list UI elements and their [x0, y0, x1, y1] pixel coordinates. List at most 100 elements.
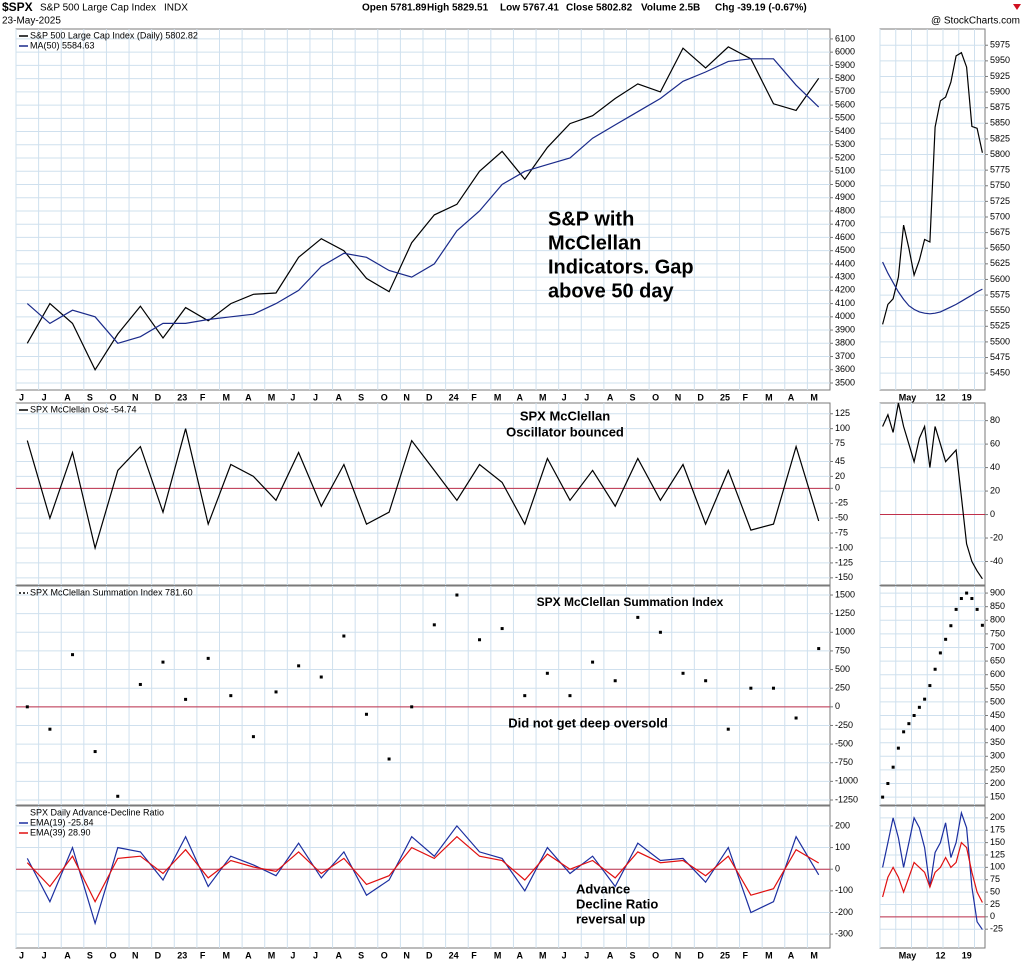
y-tick-label: 200 [835, 820, 850, 830]
x-tick-label: O [381, 392, 388, 402]
y-tick-label: 5825 [990, 133, 1010, 143]
summation-dot [954, 607, 958, 611]
summation-dot [319, 675, 323, 679]
y-tick-label: 0 [835, 701, 840, 711]
quote-item: Close 5802.82 [566, 3, 633, 14]
y-tick-label: -20 [990, 532, 1003, 542]
y-tick-label: 4500 [835, 245, 855, 255]
x-tick-label: A [64, 950, 71, 960]
y-tick-label: 0 [835, 864, 840, 874]
annotation: reversal up [576, 911, 645, 926]
y-tick-label: 5625 [990, 258, 1010, 268]
x-tick-label: J [562, 392, 567, 402]
y-tick-label: 5650 [990, 243, 1010, 253]
y-tick-label: 450 [990, 710, 1005, 720]
x-tick-label: N [403, 392, 410, 402]
y-tick-label: 5725 [990, 196, 1010, 206]
x-tick-label: M [765, 950, 773, 960]
x-tick-label: 25 [720, 950, 730, 960]
y-tick-label: 1250 [835, 608, 855, 618]
x-tick-label: M [765, 392, 773, 402]
y-tick-label: 650 [990, 655, 1005, 665]
summation-dot [917, 705, 921, 709]
series-line [882, 810, 983, 930]
summation-dot [912, 713, 916, 717]
summation-dot [975, 607, 979, 611]
y-tick-label: 4600 [835, 232, 855, 242]
summation-dot [749, 686, 753, 690]
summation-dot [907, 722, 911, 726]
y-tick-label: -300 [835, 929, 853, 939]
symbol: $SPX [2, 0, 33, 14]
x-tick-label: O [109, 392, 116, 402]
y-tick-label: 5600 [835, 99, 855, 109]
summation-dot [342, 634, 346, 638]
summation-dot [25, 705, 29, 709]
summation-dot [297, 664, 301, 668]
summation-dot [387, 757, 391, 761]
summation-dot [726, 727, 730, 731]
y-tick-label: -200 [835, 907, 853, 917]
y-tick-label: 5700 [835, 86, 855, 96]
summation-dot [568, 694, 572, 698]
x-tick-label: M [268, 950, 276, 960]
series-line [882, 51, 983, 325]
summation-dot [410, 705, 414, 709]
legend-entry: MA(50) 5584.63 [30, 40, 95, 50]
x-tick-label: M [539, 950, 547, 960]
y-tick-label: 5000 [835, 179, 855, 189]
y-tick-label: 4300 [835, 271, 855, 281]
quote-item: Volume 2.5B [641, 3, 700, 14]
y-tick-label: -25 [990, 924, 1003, 934]
x-tick-label: J [313, 950, 318, 960]
quote-item: High 5829.51 [427, 3, 489, 14]
x-tick-label: A [788, 950, 795, 960]
y-tick-label: 5800 [990, 149, 1010, 159]
y-tick-label: -75 [835, 527, 848, 537]
y-tick-label: 4400 [835, 258, 855, 268]
panel [879, 805, 986, 949]
quote-item: Chg -39.19 (-0.67%) [715, 3, 807, 14]
legend-entry: EMA(19) -25.84 [30, 817, 94, 827]
summation-dot [229, 694, 233, 698]
summation-dot [923, 697, 927, 701]
x-tick-label: F [743, 392, 749, 402]
date: 23-May-2025 [2, 16, 61, 27]
x-tick-label: N [403, 950, 410, 960]
x-tick-label: S [87, 392, 93, 402]
x-tick-label: J [42, 950, 47, 960]
x-tick-label: F [471, 950, 477, 960]
x-tick-label: J [584, 950, 589, 960]
summation-dot [636, 615, 640, 619]
x-tick-label: M [494, 392, 502, 402]
y-tick-label: 0 [835, 483, 840, 493]
summation-dot [959, 597, 963, 601]
y-tick-label: 3800 [835, 338, 855, 348]
y-tick-label: -750 [835, 757, 853, 767]
y-tick-label: 600 [990, 669, 1005, 679]
summation-dot [881, 795, 885, 799]
summation-dot [817, 647, 821, 651]
x-tick-label: O [109, 950, 116, 960]
y-tick-label: 5600 [990, 274, 1010, 284]
y-tick-label: 5200 [835, 152, 855, 162]
y-tick-label: 1500 [835, 589, 855, 599]
summation-dot [613, 679, 617, 683]
y-tick-label: 750 [835, 645, 850, 655]
summation-dot [965, 591, 969, 595]
y-tick-label: 5850 [990, 118, 1010, 128]
x-tick-label: F [200, 950, 206, 960]
x-tick-label: M [223, 950, 231, 960]
x-tick-label: A [516, 392, 523, 402]
x-tick-label: D [426, 950, 433, 960]
summation-dot [116, 794, 120, 798]
summation-dot [48, 727, 52, 731]
x-tick-label: N [132, 392, 139, 402]
panel-title: SPX Daily Advance-Decline Ratio [30, 807, 164, 817]
y-tick-label: 3700 [835, 351, 855, 361]
summation-dot [274, 690, 278, 694]
legend-entry: EMA(39) 28.90 [30, 827, 91, 837]
y-tick-label: 200 [990, 778, 1005, 788]
y-tick-label: 4200 [835, 285, 855, 295]
summation-dot [886, 782, 890, 786]
